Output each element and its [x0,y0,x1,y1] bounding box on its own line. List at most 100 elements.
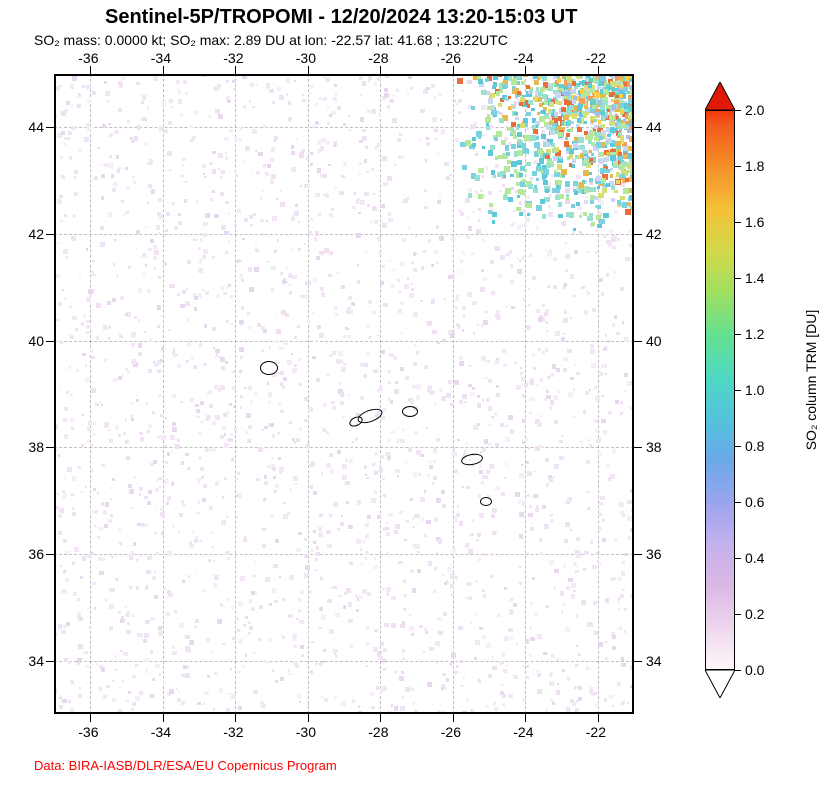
xtick-label-bottom: -36 [78,724,98,740]
tick-mark [380,714,381,722]
colorbar: 0.00.20.40.60.81.01.21.41.61.82.0SO₂ col… [705,82,815,698]
tick-mark [46,127,54,128]
map-border [632,74,634,714]
tick-mark [598,714,599,722]
xtick-label-bottom: -32 [223,724,243,740]
colorbar-tick [735,502,741,503]
tick-mark [453,66,454,74]
colorbar-tick [735,390,741,391]
gridline-h [54,447,634,448]
tick-mark [308,66,309,74]
xtick-label-top: -30 [296,50,316,66]
colorbar-tick-label: 2.0 [745,102,764,118]
tick-mark [46,341,54,342]
map-border [54,712,634,714]
tick-mark [634,341,642,342]
tick-mark [235,66,236,74]
tick-mark [163,66,164,74]
ytick-label-right: 38 [646,439,662,455]
gridline-v [308,74,309,714]
map-panel [54,74,634,714]
tick-mark [380,66,381,74]
tick-mark [525,66,526,74]
tick-mark [634,554,642,555]
tick-mark [634,234,642,235]
colorbar-tick [735,110,741,111]
xtick-label-top: -26 [441,50,461,66]
tick-mark [308,714,309,722]
colorbar-tick-label: 1.8 [745,158,764,174]
island-outline [402,406,418,417]
colorbar-tick [735,166,741,167]
tick-mark [46,447,54,448]
xtick-label-top: -32 [223,50,243,66]
colorbar-under-arrow [705,670,735,698]
colorbar-tick [735,222,741,223]
ytick-label-left: 42 [28,226,44,242]
colorbar-tick-label: 1.0 [745,382,764,398]
colorbar-tick [735,614,741,615]
xtick-label-bottom: -30 [296,724,316,740]
gridline-v [598,74,599,714]
tick-mark [46,234,54,235]
gridline-v [380,74,381,714]
ytick-label-left: 44 [28,119,44,135]
tick-mark [453,714,454,722]
gridline-h [54,554,634,555]
xtick-label-top: -24 [513,50,533,66]
tick-mark [634,447,642,448]
xtick-label-bottom: -22 [586,724,606,740]
tick-mark [90,66,91,74]
tick-mark [235,714,236,722]
colorbar-tick-label: 0.0 [745,662,764,678]
data-attribution: Data: BIRA-IASB/DLR/ESA/EU Copernicus Pr… [34,758,337,773]
ytick-label-right: 36 [646,546,662,562]
tick-mark [90,714,91,722]
colorbar-tick [735,558,741,559]
gridline-v [90,74,91,714]
colorbar-tick [735,670,741,671]
colorbar-tick [735,278,741,279]
ytick-label-left: 40 [28,333,44,349]
ytick-label-left: 38 [28,439,44,455]
xtick-label-top: -34 [151,50,171,66]
xtick-label-bottom: -34 [151,724,171,740]
xtick-label-top: -28 [368,50,388,66]
tick-mark [163,714,164,722]
ytick-label-left: 36 [28,546,44,562]
xtick-label-bottom: -28 [368,724,388,740]
gridline-h [54,341,634,342]
tick-mark [634,661,642,662]
colorbar-tick [735,446,741,447]
colorbar-tick-label: 1.2 [745,326,764,342]
tick-mark [46,554,54,555]
ytick-label-right: 44 [646,119,662,135]
tick-mark [598,66,599,74]
ytick-label-left: 34 [28,653,44,669]
xtick-label-bottom: -26 [441,724,461,740]
gridline-h [54,661,634,662]
colorbar-tick-label: 0.6 [745,494,764,510]
gridline-v [453,74,454,714]
figure-subtitle: SO₂ mass: 0.0000 kt; SO₂ max: 2.89 DU at… [34,32,508,48]
colorbar-tick-label: 0.2 [745,606,764,622]
figure-title: Sentinel-5P/TROPOMI - 12/20/2024 13:20-1… [105,6,577,29]
map-border [54,74,56,714]
ytick-label-right: 42 [646,226,662,242]
xtick-label-top: -22 [586,50,606,66]
colorbar-tick-label: 1.6 [745,214,764,230]
gridline-v [163,74,164,714]
colorbar-tick [735,334,741,335]
island-outline [480,497,492,506]
map-border [54,74,634,76]
colorbar-tick-label: 0.8 [745,438,764,454]
gridline-h [54,234,634,235]
colorbar-tick-label: 1.4 [745,270,764,286]
xtick-label-bottom: -24 [513,724,533,740]
tick-mark [634,127,642,128]
ytick-label-right: 40 [646,333,662,349]
colorbar-tick-label: 0.4 [745,550,764,566]
tick-mark [525,714,526,722]
ytick-label-right: 34 [646,653,662,669]
map-plot-area [54,74,634,714]
